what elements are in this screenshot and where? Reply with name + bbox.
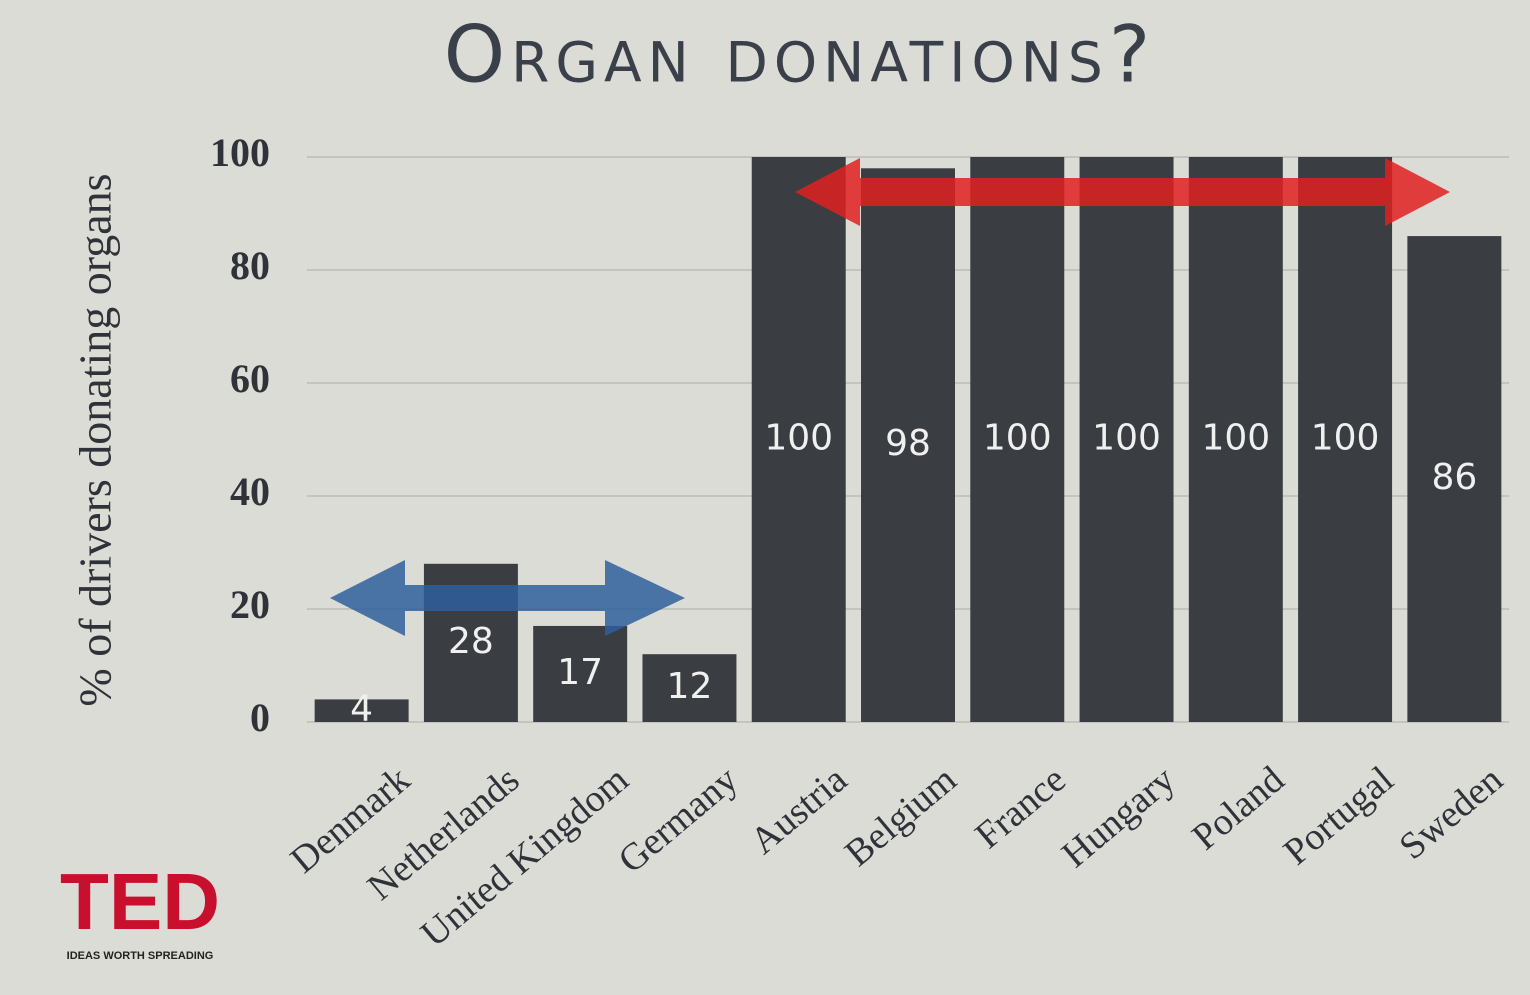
data-label: 100	[764, 418, 833, 459]
chart: Organ donations? % of drivers donating o…	[0, 0, 1530, 995]
data-label: 86	[1431, 457, 1477, 498]
data-label: 28	[448, 621, 494, 662]
y-tick-label: 20	[230, 582, 270, 627]
data-label: 100	[1311, 418, 1380, 459]
y-tick-label: 60	[230, 356, 270, 401]
y-tick-label: 80	[230, 243, 270, 288]
y-tick-label: 0	[250, 695, 270, 740]
data-label: 98	[885, 423, 931, 464]
logo: TED	[60, 857, 220, 946]
data-label: 100	[1092, 418, 1161, 459]
y-tick-label: 100	[210, 130, 270, 175]
data-label: 4	[350, 689, 373, 730]
chart-title: Organ donations?	[444, 10, 1157, 100]
y-tick-label: 40	[230, 469, 270, 514]
data-label: 12	[667, 666, 713, 707]
logo-tagline: IDEAS WORTH SPREADING	[67, 950, 214, 962]
data-label: 100	[983, 418, 1052, 459]
data-label: 17	[557, 652, 603, 693]
y-axis-title: % of drivers donating organs	[70, 173, 121, 706]
data-label: 100	[1201, 418, 1270, 459]
